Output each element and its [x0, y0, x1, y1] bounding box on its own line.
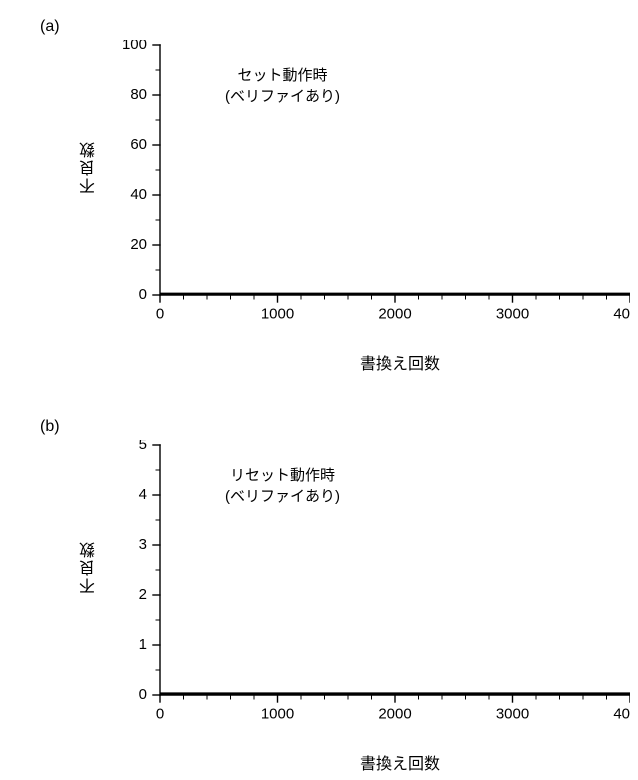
svg-text:1000: 1000 — [261, 705, 294, 722]
svg-text:5: 5 — [139, 440, 147, 453]
svg-text:100: 100 — [122, 40, 147, 53]
chart-a: 0 1000 2000 3000 4000 0 20 40 60 80 100 — [110, 40, 630, 330]
svg-text:40: 40 — [130, 186, 147, 203]
chart-a-xlabel: 書換え回数 — [310, 350, 490, 374]
svg-text:2: 2 — [139, 586, 147, 603]
svg-text:4: 4 — [139, 486, 147, 503]
chart-a-svg: 0 1000 2000 3000 4000 0 20 40 60 80 100 — [110, 40, 630, 330]
chart-b-ylabel: 不良数 — [78, 540, 102, 594]
svg-text:0: 0 — [139, 286, 147, 303]
svg-text:2000: 2000 — [378, 305, 411, 322]
svg-text:4000: 4000 — [613, 705, 630, 722]
svg-text:80: 80 — [130, 86, 147, 103]
panel-a-label: (a) — [40, 18, 60, 36]
chart-a-annotation: セット動作時 (ベリファイあり) — [225, 65, 340, 107]
svg-text:20: 20 — [130, 236, 147, 253]
svg-text:2000: 2000 — [378, 705, 411, 722]
svg-text:3000: 3000 — [496, 705, 529, 722]
chart-b-svg: 0 1000 2000 3000 4000 0 1 2 3 4 5 — [110, 440, 630, 730]
svg-text:3: 3 — [139, 536, 147, 553]
svg-text:1000: 1000 — [261, 305, 294, 322]
chart-b-annotation-line2: (ベリファイあり) — [225, 488, 340, 505]
chart-a-annotation-line2: (ベリファイあり) — [225, 88, 340, 105]
panel-b-label: (b) — [40, 418, 60, 436]
chart-a-annotation-line1: セット動作時 — [237, 67, 327, 84]
svg-text:4000: 4000 — [613, 305, 630, 322]
svg-text:0: 0 — [156, 705, 164, 722]
svg-text:1: 1 — [139, 636, 147, 653]
svg-text:3000: 3000 — [496, 305, 529, 322]
chart-b-annotation: リセット動作時 (ベリファイあり) — [225, 465, 340, 507]
chart-b-xlabel: 書換え回数 — [310, 750, 490, 774]
chart-a-ylabel: 不良数 — [78, 140, 102, 194]
chart-b: 0 1000 2000 3000 4000 0 1 2 3 4 5 — [110, 440, 630, 730]
svg-text:60: 60 — [130, 136, 147, 153]
chart-b-annotation-line1: リセット動作時 — [230, 467, 335, 484]
figure-page: { "page": { "width": 638, "height": 780,… — [0, 0, 638, 780]
svg-text:0: 0 — [156, 305, 164, 322]
svg-text:0: 0 — [139, 686, 147, 703]
